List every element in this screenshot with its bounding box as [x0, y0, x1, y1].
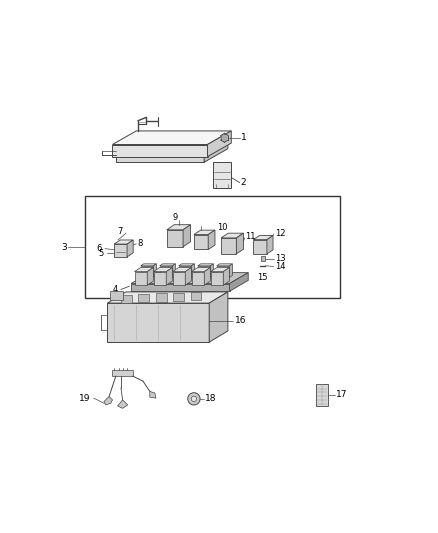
Polygon shape [147, 268, 153, 285]
Polygon shape [230, 264, 233, 277]
Bar [212, 162, 231, 188]
Polygon shape [113, 144, 208, 157]
Text: 10: 10 [217, 223, 227, 232]
Polygon shape [113, 131, 231, 144]
Polygon shape [267, 236, 273, 254]
Polygon shape [107, 303, 209, 342]
Text: 1: 1 [241, 133, 247, 142]
Text: 16: 16 [235, 316, 246, 325]
Polygon shape [217, 266, 230, 277]
Polygon shape [116, 139, 228, 153]
Polygon shape [114, 244, 127, 257]
Polygon shape [167, 230, 183, 247]
Polygon shape [194, 235, 208, 249]
Polygon shape [253, 236, 273, 240]
Polygon shape [173, 268, 191, 272]
Polygon shape [185, 268, 191, 285]
Polygon shape [127, 240, 133, 257]
Polygon shape [211, 268, 230, 272]
Polygon shape [117, 400, 128, 408]
Polygon shape [179, 264, 194, 266]
Polygon shape [167, 225, 191, 230]
Circle shape [191, 396, 197, 401]
Polygon shape [179, 266, 191, 277]
Polygon shape [253, 240, 267, 254]
Polygon shape [154, 268, 172, 272]
Bar [316, 384, 328, 406]
Text: 15: 15 [257, 273, 267, 282]
Text: 2: 2 [241, 178, 247, 187]
Text: 8: 8 [137, 239, 142, 248]
Polygon shape [223, 268, 230, 285]
Polygon shape [237, 233, 244, 254]
Polygon shape [131, 284, 230, 291]
Text: 17: 17 [336, 390, 347, 399]
Polygon shape [209, 292, 228, 342]
Text: 7: 7 [117, 227, 123, 236]
Polygon shape [204, 268, 210, 285]
Polygon shape [191, 272, 204, 285]
Polygon shape [116, 153, 204, 162]
Text: 6: 6 [96, 244, 102, 253]
Text: 12: 12 [275, 229, 285, 238]
Bar [261, 256, 265, 261]
Bar [191, 292, 201, 301]
Circle shape [222, 135, 227, 140]
Bar [173, 293, 184, 301]
Polygon shape [131, 273, 248, 284]
Bar [85, 196, 340, 298]
Polygon shape [114, 240, 133, 244]
Polygon shape [194, 230, 215, 235]
Polygon shape [183, 225, 191, 247]
Polygon shape [107, 292, 228, 303]
Polygon shape [134, 268, 153, 272]
Text: 18: 18 [205, 394, 216, 403]
Polygon shape [159, 266, 172, 277]
Polygon shape [208, 131, 231, 157]
Polygon shape [134, 272, 147, 285]
Text: 5: 5 [99, 248, 104, 257]
Text: 19: 19 [79, 394, 90, 402]
Text: 11: 11 [246, 232, 256, 241]
Bar [121, 295, 132, 303]
Polygon shape [217, 264, 233, 266]
Bar [113, 370, 133, 376]
Polygon shape [191, 268, 210, 272]
Polygon shape [159, 264, 175, 266]
Polygon shape [154, 272, 166, 285]
Polygon shape [166, 268, 172, 285]
Text: 3: 3 [61, 243, 67, 252]
Polygon shape [198, 264, 213, 266]
Bar [110, 291, 124, 300]
Polygon shape [172, 264, 175, 277]
Polygon shape [173, 272, 185, 285]
Bar [138, 294, 149, 302]
Polygon shape [208, 230, 215, 249]
Polygon shape [104, 397, 113, 405]
Polygon shape [204, 139, 228, 162]
Text: 13: 13 [275, 254, 285, 263]
Polygon shape [230, 273, 248, 291]
Polygon shape [198, 266, 210, 277]
Polygon shape [150, 391, 156, 398]
Polygon shape [141, 264, 156, 266]
Polygon shape [221, 238, 237, 254]
Polygon shape [211, 272, 223, 285]
Polygon shape [191, 264, 194, 277]
Bar [156, 293, 166, 302]
Text: 14: 14 [275, 262, 285, 271]
Text: 4: 4 [112, 285, 117, 294]
Polygon shape [210, 264, 213, 277]
Polygon shape [221, 233, 244, 238]
Polygon shape [153, 264, 156, 277]
Circle shape [188, 393, 200, 405]
Text: 9: 9 [173, 213, 178, 222]
Polygon shape [141, 266, 153, 277]
